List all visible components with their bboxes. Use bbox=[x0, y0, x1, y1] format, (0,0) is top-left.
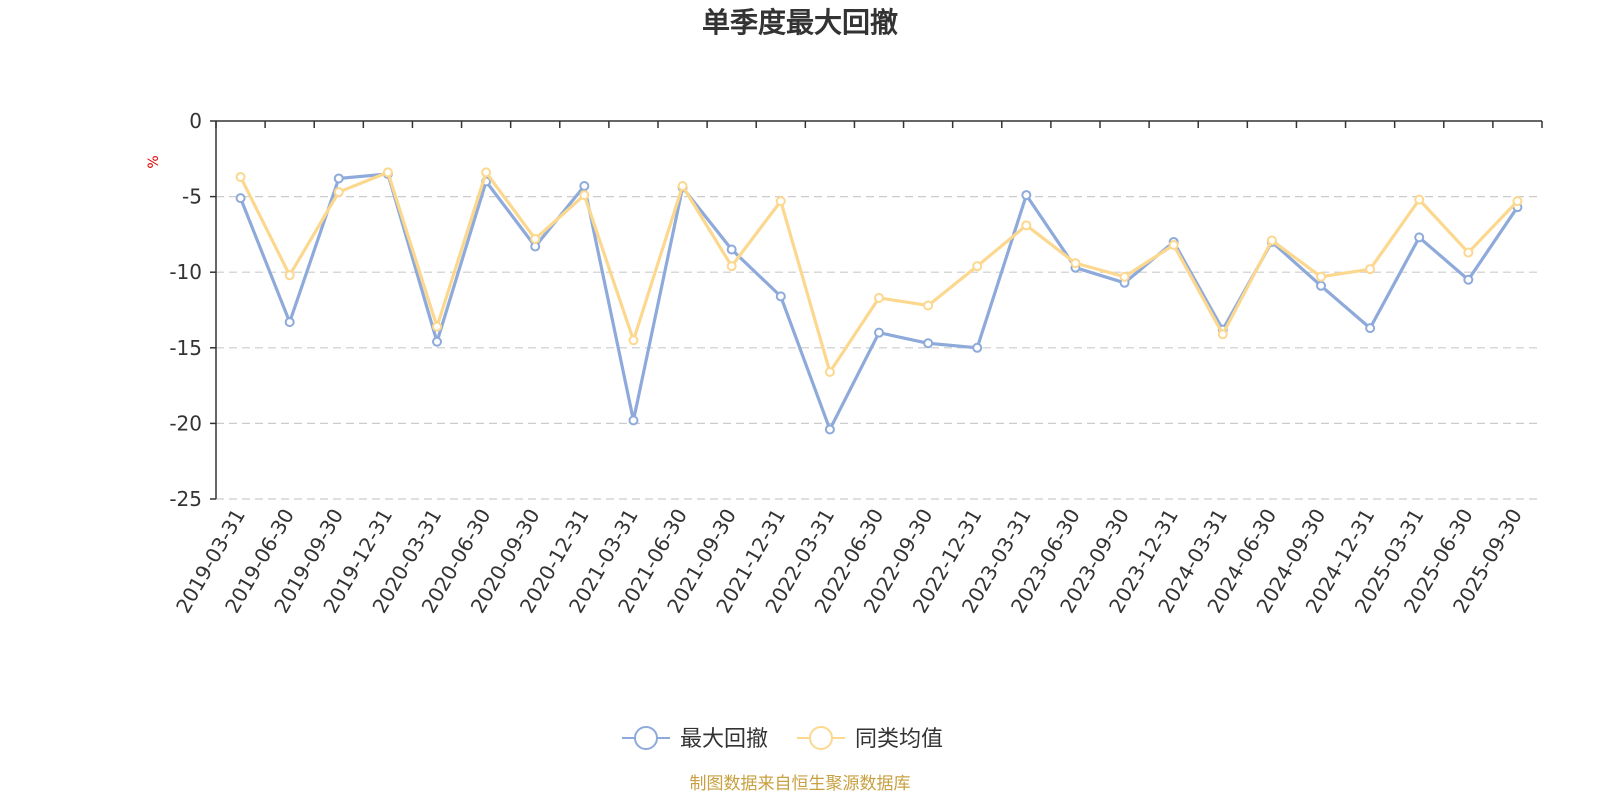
data-point bbox=[824, 366, 835, 377]
data-point bbox=[382, 167, 393, 178]
legend-marker bbox=[634, 726, 658, 750]
data-point bbox=[1316, 280, 1326, 291]
data-point bbox=[1119, 271, 1130, 282]
legend-marker bbox=[809, 726, 833, 750]
legend-label: 同类均值 bbox=[855, 727, 943, 752]
data-point bbox=[824, 424, 835, 435]
data-point bbox=[1070, 258, 1081, 269]
data-point bbox=[579, 181, 590, 192]
legend[interactable]: 最大回撤 同类均值 bbox=[622, 726, 943, 752]
grid-lines bbox=[216, 196, 1542, 500]
data-point bbox=[432, 336, 442, 347]
x-tick-labels: 2019-03-312019-06-302019-09-302019-12-31… bbox=[171, 505, 1527, 618]
legend-label: 最大回撤 bbox=[680, 727, 768, 752]
y-tick-label: -15 bbox=[169, 336, 202, 360]
data-point bbox=[775, 291, 786, 302]
data-point bbox=[1217, 329, 1228, 340]
data-point bbox=[1414, 232, 1425, 243]
data-point bbox=[775, 196, 786, 207]
data-point bbox=[972, 342, 983, 353]
data-point bbox=[481, 167, 492, 178]
y-tick-label: -5 bbox=[182, 185, 202, 209]
data-point bbox=[284, 317, 295, 328]
data-point bbox=[333, 173, 344, 184]
y-tick-label: -10 bbox=[169, 260, 202, 284]
y-tick-label: -25 bbox=[169, 487, 202, 511]
data-point bbox=[1463, 274, 1474, 285]
data-point bbox=[628, 415, 639, 426]
data-point bbox=[923, 338, 934, 349]
data-point bbox=[333, 187, 344, 198]
data-point bbox=[1414, 194, 1425, 205]
data-point bbox=[432, 321, 442, 332]
data-point bbox=[1365, 264, 1376, 275]
series-group bbox=[235, 167, 1523, 435]
data-point bbox=[972, 261, 983, 272]
data-point bbox=[1168, 239, 1179, 250]
data-point bbox=[923, 300, 934, 311]
data-point bbox=[628, 335, 639, 346]
data-point bbox=[1463, 247, 1474, 258]
data-point bbox=[1266, 235, 1277, 246]
data-point bbox=[235, 193, 246, 204]
axes bbox=[210, 120, 1543, 500]
data-point bbox=[284, 270, 295, 281]
data-point bbox=[1316, 271, 1326, 282]
data-point bbox=[677, 181, 688, 192]
data-point bbox=[1512, 196, 1523, 207]
data-point bbox=[874, 292, 884, 303]
data-point bbox=[874, 327, 884, 338]
chart-title: 单季度最大回撤 bbox=[702, 6, 898, 39]
data-point bbox=[579, 190, 590, 201]
data-point bbox=[1021, 220, 1032, 231]
data-point bbox=[530, 233, 541, 244]
y-tick-label: 0 bbox=[189, 109, 202, 133]
y-tick-label: -20 bbox=[169, 411, 202, 435]
legend-item-1[interactable]: 最大回撤 bbox=[622, 726, 768, 752]
y-axis-label: % bbox=[146, 155, 162, 168]
legend-item-2[interactable]: 同类均值 bbox=[797, 726, 943, 752]
data-point bbox=[235, 171, 246, 182]
y-tick-labels: 0 -5 -10 -15 -20 -25 bbox=[169, 109, 202, 511]
data-point bbox=[1365, 323, 1376, 334]
data-point bbox=[1021, 190, 1032, 201]
footer-source: 制图数据来自恒生聚源数据库 bbox=[690, 774, 911, 794]
data-point bbox=[726, 261, 737, 272]
data-point bbox=[726, 244, 737, 255]
